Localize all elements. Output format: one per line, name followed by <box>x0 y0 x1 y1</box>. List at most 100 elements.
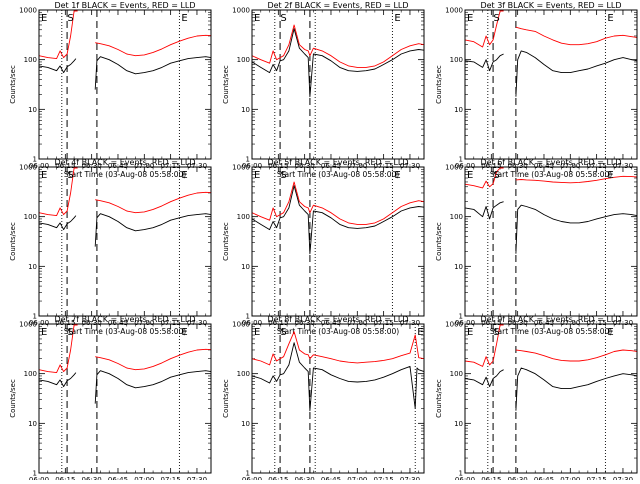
y-tick-label: 1000 <box>445 321 463 329</box>
marker-label: S <box>280 13 286 24</box>
plot-frame <box>251 9 425 160</box>
marker-label: E <box>181 170 187 181</box>
x-tick-label: 06:00 <box>455 162 475 170</box>
x-tick-label: 06:45 <box>321 476 341 480</box>
chart-panel-3: Det 3f BLACK = Events, RED = LLD 1 10 100 10… <box>435 1 638 179</box>
y-tick-label: 1000 <box>445 7 463 15</box>
x-tick-label: 07:15 <box>587 476 607 480</box>
marker-label: S <box>493 13 499 24</box>
y-tick-label: 10 <box>454 263 463 271</box>
x-tick-label: 07:15 <box>587 162 607 170</box>
y-axis-label: Counts/sec <box>9 379 17 418</box>
x-tick-label: 07:00 <box>560 162 580 170</box>
chart-panel-9: Det 9f BLACK = Events, RED = LLD11010010… <box>435 315 638 484</box>
x-tick-label: 06:15 <box>481 476 501 480</box>
chart-panel-4: Det 4f BLACK = Events, RED = LLD11010010… <box>9 158 212 336</box>
events-series-line <box>251 342 425 412</box>
y-axis-label: Counts/sec <box>222 379 230 418</box>
x-tick-label: 07:00 <box>347 162 367 170</box>
events-series-line <box>94 370 212 404</box>
chart-panel-6: Det 6f BLACK = Events, RED = LLD11010010… <box>435 158 638 336</box>
y-tick-label: 100 <box>24 370 37 378</box>
events-series-line <box>251 28 425 98</box>
events-series-line <box>464 53 504 72</box>
chart-panel-7: Det 7f BLACK = Events, RED = LLD11010010… <box>9 315 212 484</box>
x-tick-label: 06:00 <box>242 319 262 327</box>
marker-label: E <box>41 327 47 338</box>
y-tick-label: 100 <box>24 56 37 64</box>
y-tick-label: 10 <box>454 106 463 114</box>
x-tick-label: 07:30 <box>613 319 633 327</box>
y-tick-label: 10 <box>241 420 250 428</box>
plot-frame <box>464 166 638 317</box>
x-tick-label: 07:00 <box>560 319 580 327</box>
marker-label: E <box>254 170 260 181</box>
x-tick-label: 06:45 <box>534 162 554 170</box>
events-series-line <box>464 201 504 220</box>
x-tick-label: 07:30 <box>187 476 207 480</box>
x-tick-label: 07:00 <box>560 476 580 480</box>
x-tick-label: 06:30 <box>508 319 528 327</box>
x-tick-label: 07:30 <box>613 476 633 480</box>
x-tick-label: 07:30 <box>400 476 420 480</box>
marker-label: E <box>181 327 187 338</box>
lld-series-line <box>38 167 78 217</box>
y-tick-label: 1000 <box>19 7 37 15</box>
chart-panel-1: Det 1f BLACK = Events, RED = LLD 1 10 100 10… <box>9 1 212 179</box>
marker-label: S <box>67 170 73 181</box>
events-series-line <box>38 215 77 231</box>
lld-series-line <box>515 349 638 362</box>
lld-series-line <box>95 191 212 214</box>
chart-title: Det 6f BLACK = Events, RED = LLD <box>480 158 621 167</box>
x-tick-label: 06:15 <box>268 319 288 327</box>
chart-title: Det 1f BLACK = Events, RED = LLD <box>54 1 195 10</box>
x-tick-label: 07:30 <box>187 319 207 327</box>
lld-series-line <box>251 181 425 225</box>
y-tick-label: 10 <box>28 106 37 114</box>
x-tick-label: 06:45 <box>534 319 554 327</box>
y-axis-label: Counts/sec <box>222 65 230 104</box>
lld-series-line <box>464 10 504 48</box>
x-tick-label: 07:15 <box>374 162 394 170</box>
chart-panel-2: Det 2f BLACK = Events, RED = LLD 1 10 100 10… <box>222 1 425 179</box>
y-tick-label: 100 <box>237 370 250 378</box>
marker-label: S <box>280 170 286 181</box>
x-tick-label: 06:45 <box>108 476 128 480</box>
x-tick-label: 07:00 <box>134 162 154 170</box>
events-series-line <box>94 56 212 90</box>
lld-series-line <box>464 324 504 367</box>
marker-label: E <box>607 170 613 181</box>
y-axis-label: Counts/sec <box>222 222 230 261</box>
y-tick-label: 1 <box>246 156 250 164</box>
x-tick-label: 06:30 <box>295 162 315 170</box>
x-tick-label: 07:30 <box>613 162 633 170</box>
x-tick-label: 06:30 <box>82 319 102 327</box>
x-tick-label: 06:30 <box>82 476 102 480</box>
events-series-line <box>464 369 504 388</box>
y-tick-label: 100 <box>450 56 463 64</box>
y-tick-label: 1000 <box>232 7 250 15</box>
events-series-line <box>251 185 425 255</box>
marker-label: E <box>467 327 473 338</box>
y-axis-label: Counts/sec <box>435 222 443 261</box>
x-tick-label: 07:15 <box>374 476 394 480</box>
x-tick-label: 06:00 <box>29 319 49 327</box>
x-tick-label: 07:00 <box>134 476 154 480</box>
plot-frame <box>38 166 212 317</box>
events-series-line <box>38 372 77 388</box>
y-tick-label: 100 <box>24 213 37 221</box>
x-tick-label: 07:15 <box>374 319 394 327</box>
y-tick-label: 10 <box>241 263 250 271</box>
lld-series-line <box>515 175 638 184</box>
y-tick-label: 1 <box>33 156 37 164</box>
y-axis-label: Counts/sec <box>435 65 443 104</box>
marker-label: S <box>493 170 499 181</box>
chart-title: Det 2f BLACK = Events, RED = LLD <box>267 1 408 10</box>
lld-series-line <box>38 324 78 374</box>
x-axis-label: Start Time (03-Aug-08 05:58:00) <box>490 170 612 179</box>
y-tick-label: 1000 <box>232 164 250 172</box>
plot-frame <box>464 323 638 474</box>
x-axis-label: Start Time (03-Aug-08 05:58:00) <box>277 327 399 336</box>
x-tick-label: 06:45 <box>534 476 554 480</box>
